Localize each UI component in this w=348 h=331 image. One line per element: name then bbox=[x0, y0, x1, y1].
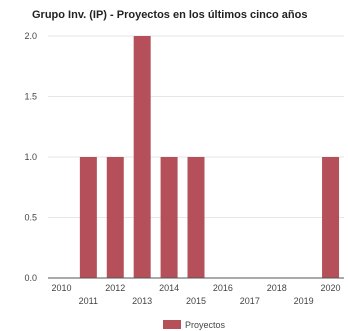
bar-2011 bbox=[79, 157, 97, 278]
x-tick-label: 2012 bbox=[105, 283, 125, 293]
bar-2015 bbox=[187, 157, 205, 278]
x-tick-label: 2015 bbox=[186, 296, 206, 306]
x-tick-label: 2020 bbox=[321, 283, 341, 293]
x-tick-label: 2016 bbox=[213, 283, 233, 293]
legend-swatch bbox=[163, 320, 181, 329]
y-tick-label: 2.0 bbox=[24, 31, 37, 41]
y-tick-label: 1.5 bbox=[24, 92, 37, 102]
bar-series bbox=[79, 36, 340, 278]
x-tick-label: 2013 bbox=[132, 296, 152, 306]
x-axis-ticks: 2010 2011 2012 2013 2014 2015 2016 2017 2018 2019… bbox=[51, 283, 340, 306]
legend-label: Proyectos bbox=[185, 320, 226, 330]
y-tick-label: 1.0 bbox=[24, 152, 37, 162]
x-tick-label: 2014 bbox=[159, 283, 179, 293]
legend[interactable]: Proyectos bbox=[163, 320, 226, 330]
bar-2013 bbox=[133, 36, 151, 278]
x-tick-label: 2018 bbox=[267, 283, 287, 293]
x-tick-label: 2010 bbox=[51, 283, 71, 293]
x-tick-label: 2019 bbox=[294, 296, 314, 306]
chart-title: Grupo Inv. (IP) - Proyectos en los últim… bbox=[32, 9, 307, 21]
y-tick-label: 0.0 bbox=[24, 273, 37, 283]
bar-2014 bbox=[160, 157, 178, 278]
y-tick-label: 0.5 bbox=[24, 213, 37, 223]
bar-2012 bbox=[106, 157, 124, 278]
x-tick-label: 2011 bbox=[79, 296, 98, 306]
bar-2020 bbox=[322, 157, 340, 278]
y-axis-ticks: 0.0 0.5 1.0 1.5 2.0 bbox=[24, 31, 37, 283]
x-tick-label: 2017 bbox=[240, 296, 260, 306]
